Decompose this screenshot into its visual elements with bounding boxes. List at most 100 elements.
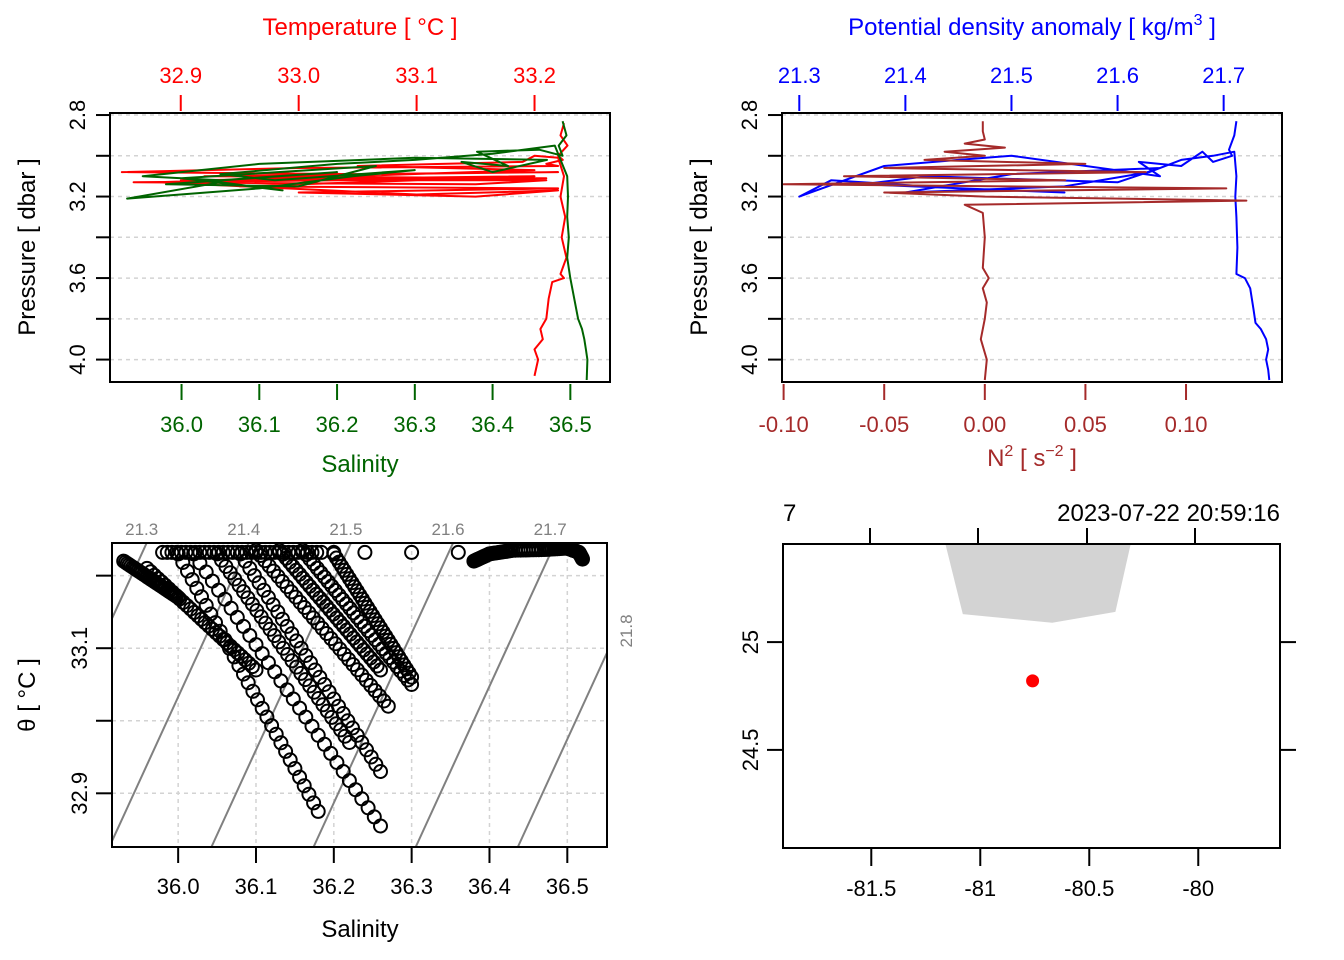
p3-point: [309, 544, 325, 560]
p1-y-tick-label: 3.2: [65, 181, 90, 212]
p3-point: [267, 664, 283, 680]
p3-isopycnal-label: 21.7: [534, 520, 567, 539]
p3-point: [338, 596, 354, 612]
p3-point: [289, 633, 304, 649]
p4-land: [945, 544, 1131, 623]
p3-point: [404, 677, 420, 692]
p1-bottom-tick-label: 36.1: [238, 412, 281, 437]
p2-n2-label-mid: [ s: [1013, 445, 1045, 472]
p4-x-tick-label: -81.5: [846, 876, 896, 901]
p3-point: [404, 669, 420, 685]
p3-point: [285, 544, 301, 560]
p3-point: [327, 583, 343, 598]
panel-ts-diagram: 36.0 36.1 36.2 36.3 36.4 36.533.132.9 21.3 21.…: [14, 520, 636, 943]
p3-theta-axis-label: θ [ °C ]: [14, 658, 41, 732]
p2-top-tick-label: 21.4: [884, 63, 927, 88]
p3-point: [366, 654, 382, 670]
p1-bottom-tick-label: 36.2: [316, 412, 359, 437]
p3-point: [354, 791, 370, 807]
p3-point: [217, 632, 233, 648]
p3-point: [352, 638, 368, 654]
p3-point: [321, 684, 337, 700]
p3-isopycnal-line: [414, 543, 557, 847]
p2-y-tick-label: 2.8: [737, 100, 762, 131]
p3-point: [302, 578, 318, 594]
panel-station-map: -81.5 -81 -80.5 -80 25 24.5 7 2023-07-22 20:5…: [738, 500, 1296, 901]
p3-x-tick-label: 36.3: [390, 874, 433, 899]
p3-point: [236, 666, 251, 682]
panel-density-n2-profile: 2.83.23.64.0 21.3 21.4 21.5 21.6 21.7 -0.10-…: [686, 12, 1283, 472]
p1-bottom-tick-label: 36.0: [160, 412, 203, 437]
p3-point: [254, 700, 270, 716]
p2-bottom-tick-label: 0.00: [963, 412, 1006, 437]
p4-y-tick-label: 25: [738, 630, 763, 654]
p3-point: [312, 669, 328, 685]
p3-point: [296, 778, 312, 794]
p3-point: [268, 726, 284, 742]
p3-axes: 36.0 36.1 36.2 36.3 36.4 36.5 33.1 32.9: [67, 574, 589, 899]
p1-temperature-axis: 32.9 33.0 33.1 33.2: [159, 63, 556, 111]
p3-point: [288, 562, 304, 578]
p3-point: [380, 698, 396, 714]
p2-bottom-tick-label: -0.05: [859, 412, 909, 437]
p3-point: [250, 692, 265, 708]
p1-bottom-tick-label: 36.5: [549, 412, 592, 437]
p2-top-tick-label: 21.6: [1096, 63, 1139, 88]
p1-bottom-tick-label: 36.4: [471, 412, 514, 437]
p3-point: [320, 574, 336, 590]
panel-temperature-salinity-profile: 2.83.23.64.0 32.9 33.0 33.1 33.2 36.0 36.1 36…: [14, 14, 611, 478]
p3-point: [292, 700, 308, 716]
p3-point: [203, 606, 219, 622]
p4-y-tick-label: 24.5: [738, 728, 763, 771]
p3-point: [246, 568, 262, 584]
p3-point: [366, 809, 382, 825]
p3-point: [292, 769, 308, 785]
p3-point: [278, 743, 294, 759]
p3-y-tick-label: 32.9: [67, 772, 92, 815]
p3-point: [331, 698, 346, 714]
p3-point: [335, 618, 351, 634]
p3-point: [400, 672, 416, 688]
p2-y-tick-label: 3.2: [737, 181, 762, 212]
p3-point: [335, 592, 351, 607]
p3-point: [324, 578, 340, 594]
p2-series-n2: [782, 121, 1248, 381]
p3-point: [348, 782, 364, 798]
p1-bottom-tick-label: 36.3: [393, 412, 436, 437]
p3-point: [231, 658, 247, 673]
p3-y-tick-label: 33.1: [67, 627, 92, 670]
p2-bottom-tick-label: 0.10: [1165, 412, 1208, 437]
p3-point: [308, 586, 324, 602]
p3-point: [212, 623, 228, 639]
p3-point: [353, 614, 369, 630]
p3-point: [285, 691, 301, 707]
p3-point: [317, 569, 332, 585]
p4-top-left-label: 7: [783, 500, 796, 527]
p2-n2-axis: -0.10 -0.05 0.00 0.05 0.10: [759, 384, 1208, 437]
p1-top-tick-label: 33.1: [395, 63, 438, 88]
p3-point: [298, 709, 314, 725]
p1-series-temperature: [120, 122, 569, 377]
p3-x-tick-label: 36.4: [468, 874, 511, 899]
p3-point: [335, 706, 351, 721]
p1-y-tick-label: 2.8: [65, 100, 90, 131]
p3-point: [204, 573, 220, 589]
p2-bottom-tick-label: 0.05: [1064, 412, 1107, 437]
p3-point: [303, 655, 318, 671]
p3-point: [259, 709, 275, 725]
p3-point: [345, 720, 360, 736]
p2-n2-label-main: N: [987, 445, 1004, 472]
p3-isopycnal-label: 21.6: [432, 520, 465, 539]
p2-bottom-tick-label: -0.10: [759, 412, 809, 437]
p4-x-tick-label: -80: [1182, 876, 1214, 901]
p3-point: [287, 761, 303, 776]
p3-point: [260, 655, 276, 671]
p3-point: [226, 649, 242, 665]
p2-n2-label-sup: 2: [1004, 443, 1013, 460]
p3-isopycnal-line: [112, 543, 148, 621]
p3-point: [279, 618, 295, 634]
p3-point: [373, 818, 388, 834]
p3-point: [404, 544, 420, 560]
p3-isopycnal-label: 21.5: [329, 520, 362, 539]
p3-isopycnal-label: 21.8: [617, 614, 636, 647]
